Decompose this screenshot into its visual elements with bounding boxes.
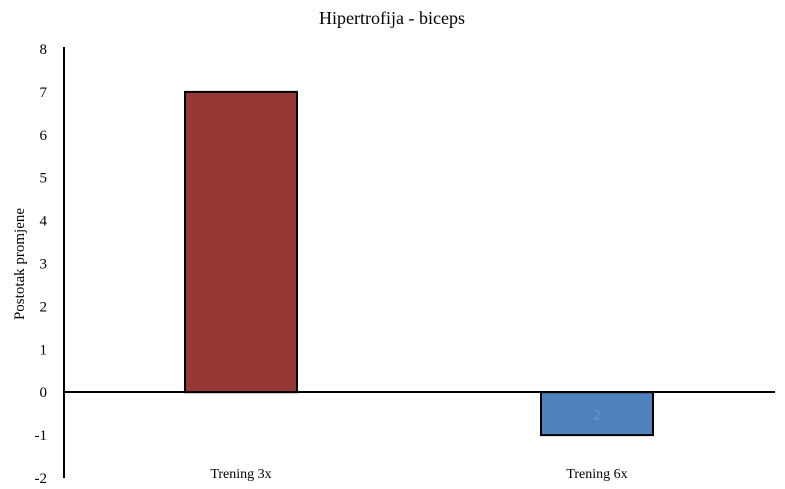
y-tick-label: 6 bbox=[40, 128, 48, 144]
y-tick-label: 0 bbox=[40, 385, 48, 401]
bars bbox=[184, 90, 654, 437]
y-tick-label: 2 bbox=[40, 299, 48, 315]
x-category-label: Trening 6x bbox=[566, 467, 627, 482]
y-tick-label: -2 bbox=[35, 471, 48, 487]
data-labels: 2 bbox=[593, 408, 601, 424]
x-category-label: Trening 3x bbox=[210, 467, 271, 482]
y-tick-label: 1 bbox=[40, 342, 48, 358]
y-axis-label: Postotak promjene bbox=[12, 208, 28, 320]
data-label: 2 bbox=[593, 408, 601, 424]
x-axis-category-labels: Trening 3x Trening 6x bbox=[210, 467, 627, 482]
y-tick-label: 7 bbox=[40, 85, 48, 101]
y-axis-tick-labels: -2 -1 0 1 2 3 4 5 6 7 8 bbox=[35, 42, 48, 487]
y-tick-label: -1 bbox=[35, 428, 48, 444]
bar-trening-3x bbox=[184, 90, 298, 394]
y-tick-label: 3 bbox=[40, 257, 48, 273]
y-tick-label: 8 bbox=[40, 42, 48, 58]
bar-trening-6x bbox=[540, 391, 654, 437]
y-tick-label: 5 bbox=[40, 171, 48, 187]
chart-title: Hipertrofija - biceps bbox=[319, 8, 465, 28]
y-tick-label: 4 bbox=[40, 214, 48, 230]
